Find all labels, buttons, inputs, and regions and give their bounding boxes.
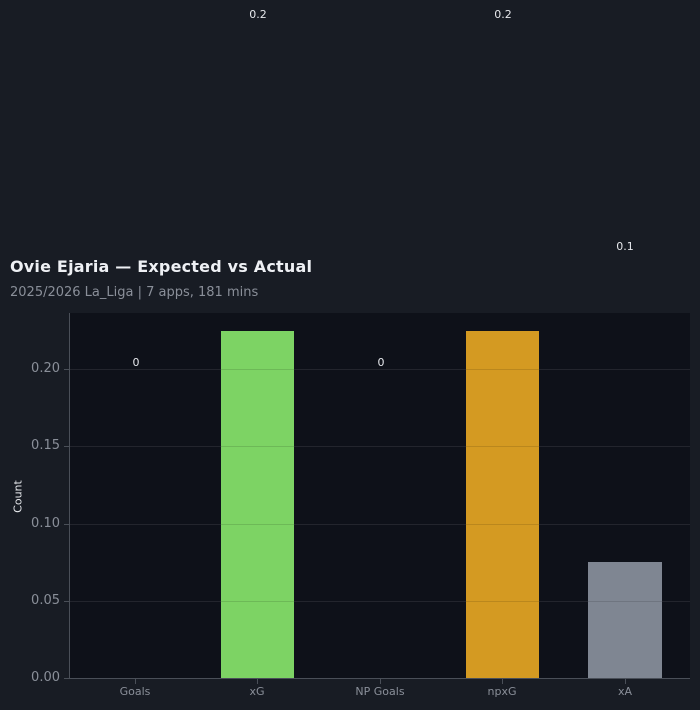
y-tick-label: 0.10 [31, 516, 60, 531]
x-tick [135, 679, 136, 684]
gridline-0.15 [70, 446, 690, 447]
y-tick [64, 369, 69, 370]
x-tick-label-xg: xG [249, 685, 265, 698]
x-tick [625, 679, 626, 684]
x-tick [502, 679, 503, 684]
value-label-npxg: 0.2 [494, 8, 512, 21]
chart-title: Ovie Ejaria — Expected vs Actual [10, 257, 313, 276]
y-tick-label: 0.20 [31, 361, 60, 376]
x-tick [257, 679, 258, 684]
bar-xg [221, 331, 294, 678]
gridline-0.10 [70, 524, 690, 525]
plot-area [70, 313, 690, 678]
x-tick-label-np-goals: NP Goals [355, 685, 405, 698]
bar-xa [588, 562, 662, 678]
x-tick-label-npxg: npxG [487, 685, 517, 698]
y-tick-label: 0.00 [31, 670, 60, 685]
gridline-0.20 [70, 369, 690, 370]
y-tick-label: 0.05 [31, 593, 60, 608]
bar-npxg [466, 331, 539, 678]
x-tick-label-xa: xA [617, 685, 633, 698]
gridline-0.05 [70, 601, 690, 602]
y-axis-title: Count [11, 480, 25, 513]
gridline-overlay [70, 524, 690, 525]
gridline-overlay [70, 601, 690, 602]
gridline-overlay [70, 369, 690, 370]
x-tick [380, 679, 381, 684]
y-tick [64, 446, 69, 447]
y-tick-label: 0.15 [31, 438, 60, 453]
value-label-xg: 0.2 [249, 8, 267, 21]
value-label-np-goals: 0 [377, 356, 385, 369]
y-axis-line [69, 313, 70, 679]
gridline-overlay [70, 446, 690, 447]
value-label-goals: 0 [132, 356, 140, 369]
y-tick [64, 601, 69, 602]
chart-subtitle: 2025/2026 La_Liga | 7 apps, 181 mins [10, 285, 259, 300]
y-tick [64, 678, 69, 679]
x-axis-line [65, 678, 690, 679]
y-tick [64, 524, 69, 525]
x-tick-label-goals: Goals [119, 685, 151, 698]
value-label-xa: 0.1 [616, 240, 634, 253]
